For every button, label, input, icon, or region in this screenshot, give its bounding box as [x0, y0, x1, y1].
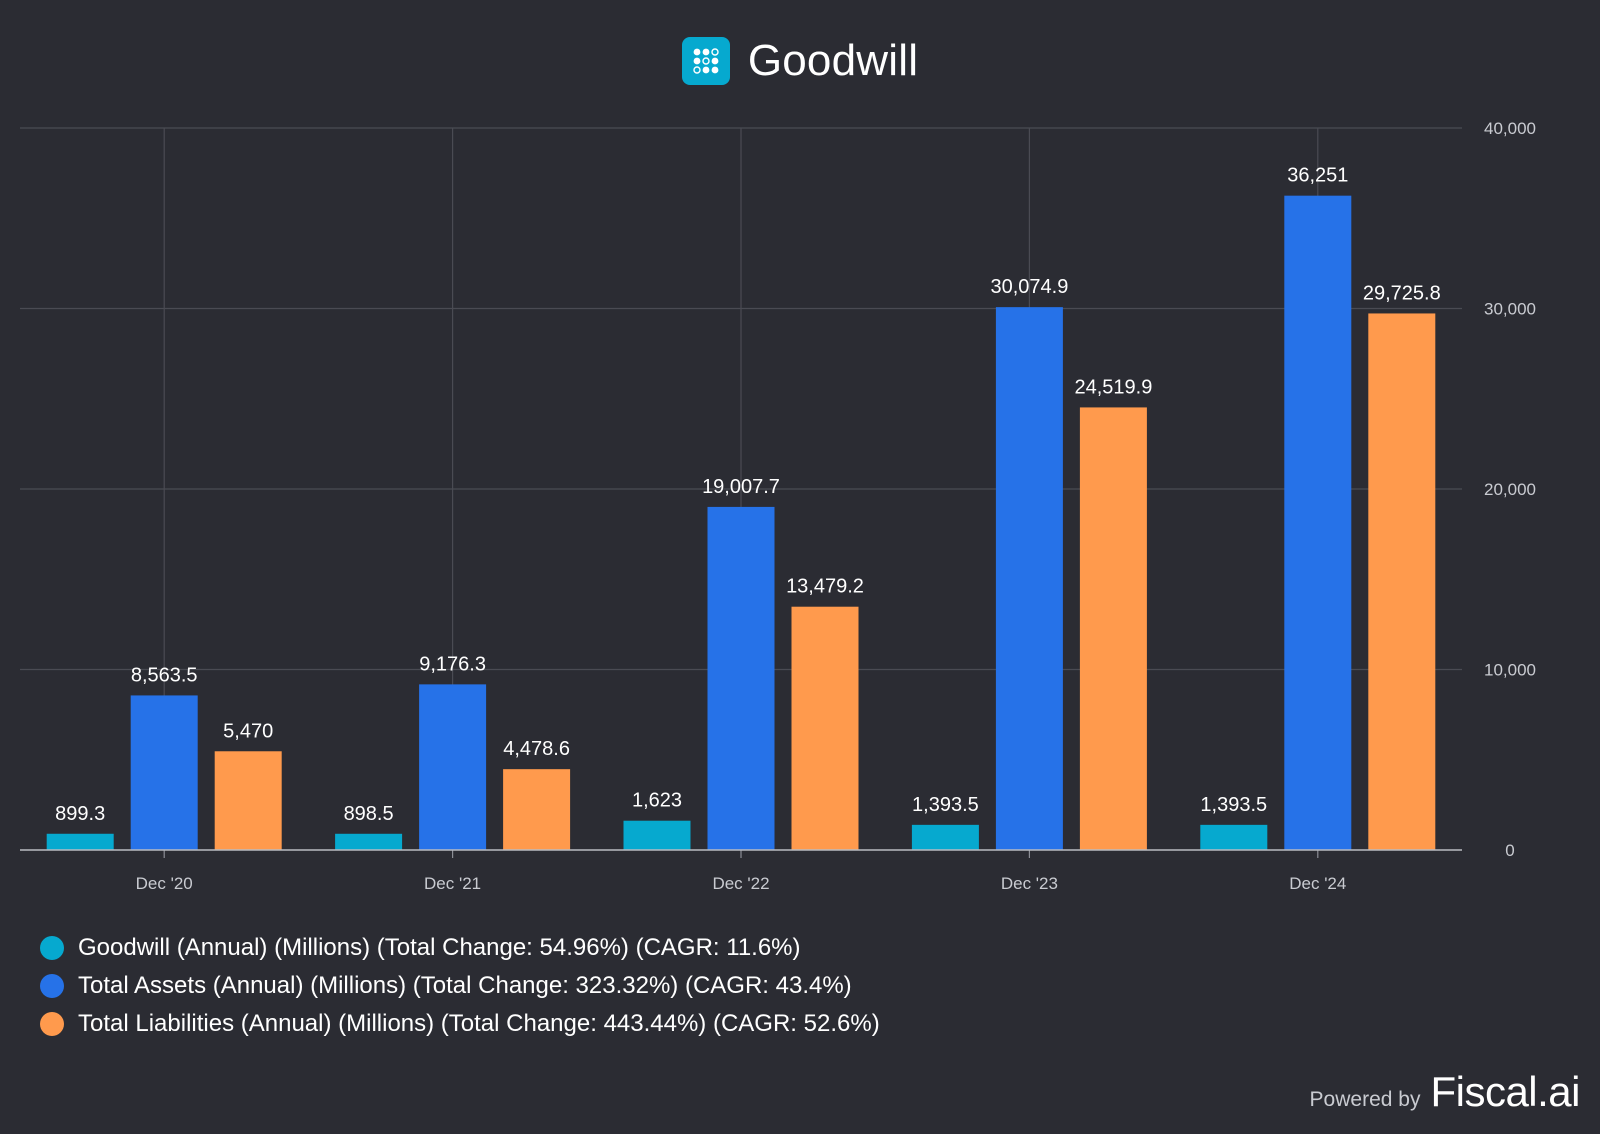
bar-value-label: 8,563.5	[131, 664, 198, 686]
powered-by-label: Powered by	[1309, 1088, 1421, 1111]
legend-item[interactable]: Goodwill (Annual) (Millions) (Total Chan…	[40, 929, 880, 967]
brand-logo[interactable]: Fiscal.ai	[1430, 1068, 1580, 1115]
chart-title: Goodwill	[747, 36, 919, 85]
footer: Powered by Fiscal.ai	[1309, 1068, 1581, 1116]
legend-item[interactable]: Total Assets (Annual) (Millions) (Total …	[40, 967, 880, 1005]
legend: Goodwill (Annual) (Millions) (Total Chan…	[40, 929, 880, 1043]
legend-label: Total Liabilities (Annual) (Millions) (T…	[78, 1010, 880, 1037]
x-tick-label: Dec '20	[136, 874, 193, 893]
bar-total-assets[interactable]	[707, 506, 775, 850]
legend-item[interactable]: Total Liabilities (Annual) (Millions) (T…	[40, 1005, 880, 1043]
bar-value-label: 36,251	[1287, 165, 1348, 187]
legend-marker	[40, 974, 64, 998]
bar-total-assets[interactable]	[130, 695, 198, 850]
legend-marker	[40, 1012, 64, 1036]
legend-label: Goodwill (Annual) (Millions) (Total Chan…	[78, 934, 801, 961]
bar-total-assets[interactable]	[419, 684, 487, 850]
x-tick-label: Dec '21	[424, 874, 481, 893]
bar-value-label: 5,470	[223, 720, 273, 742]
bar-value-label: 1,393.5	[912, 794, 979, 816]
y-tick-label: 20,000	[1484, 480, 1536, 499]
bar-value-label: 29,725.8	[1363, 282, 1441, 304]
bar-goodwill[interactable]	[1200, 824, 1268, 850]
y-tick-label: 0	[1505, 841, 1514, 860]
bar-value-label: 898.5	[344, 803, 394, 825]
bar-total-assets[interactable]	[995, 307, 1063, 850]
bar-goodwill[interactable]	[911, 824, 979, 850]
bar-total-liabilities[interactable]	[1079, 407, 1147, 850]
legend-marker	[40, 936, 64, 960]
bar-value-label: 1,623	[632, 790, 682, 812]
bars	[46, 195, 1436, 851]
bar-goodwill[interactable]	[335, 833, 403, 850]
bar-goodwill[interactable]	[623, 820, 691, 850]
bar-value-label: 9,176.3	[419, 653, 486, 675]
grid-dots-icon	[681, 37, 730, 85]
bar-chart: 899.3 898.5 1,623 1,393.5 1,393.5 8,563.5 9,17…	[20, 119, 1536, 893]
legend-label: Total Assets (Annual) (Millions) (Total …	[78, 972, 852, 999]
x-tick-label: Dec '22	[712, 874, 769, 893]
bar-value-label: 19,007.7	[702, 476, 780, 498]
y-tick-label: 30,000	[1484, 300, 1536, 319]
bar-value-label: 24,519.9	[1074, 376, 1152, 398]
bar-value-label: 30,074.9	[990, 276, 1068, 298]
bar-total-liabilities[interactable]	[503, 769, 571, 850]
bar-value-label: 899.3	[55, 803, 105, 825]
bar-value-label: 13,479.2	[786, 576, 864, 598]
y-tick-label: 40,000	[1484, 119, 1536, 138]
y-tick-label: 10,000	[1484, 661, 1536, 680]
bar-total-liabilities[interactable]	[214, 751, 282, 850]
x-tick-label: Dec '23	[1001, 874, 1058, 893]
bar-goodwill[interactable]	[46, 833, 114, 850]
axes: 0 10,000 20,000 30,000 40,000 Dec '20 Dec '21 D…	[20, 119, 1536, 893]
bar-value-label: 4,478.6	[503, 738, 570, 760]
bar-total-assets[interactable]	[1284, 195, 1352, 851]
bar-labels: 899.3 898.5 1,623 1,393.5 1,393.5 8,563.5 9,17…	[55, 165, 1441, 825]
chart-header: Goodwill	[0, 30, 1600, 92]
x-tick-label: Dec '24	[1289, 874, 1346, 893]
bar-value-label: 1,393.5	[1200, 794, 1267, 816]
bar-total-liabilities[interactable]	[791, 606, 859, 850]
bar-total-liabilities[interactable]	[1368, 313, 1436, 850]
